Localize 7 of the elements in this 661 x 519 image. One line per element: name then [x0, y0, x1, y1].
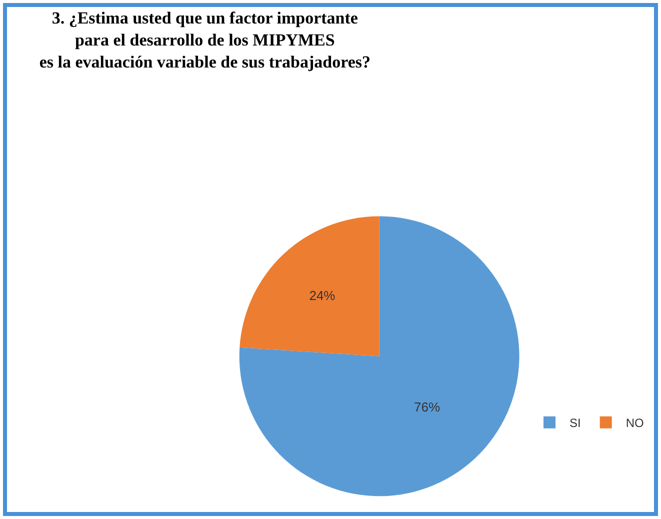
legend-label: NO — [626, 416, 644, 430]
data-label: 76% — [414, 400, 440, 415]
pie-slice — [240, 216, 380, 356]
legend-label: SI — [569, 416, 581, 430]
data-label: 24% — [309, 288, 336, 304]
pie-slice — [240, 216, 520, 496]
chart-title: 3. ¿Estima usted que un factor importante para el desarrollo de los MIPYMES es la evaluación variable de sus trabajadores? — [39, 8, 371, 72]
